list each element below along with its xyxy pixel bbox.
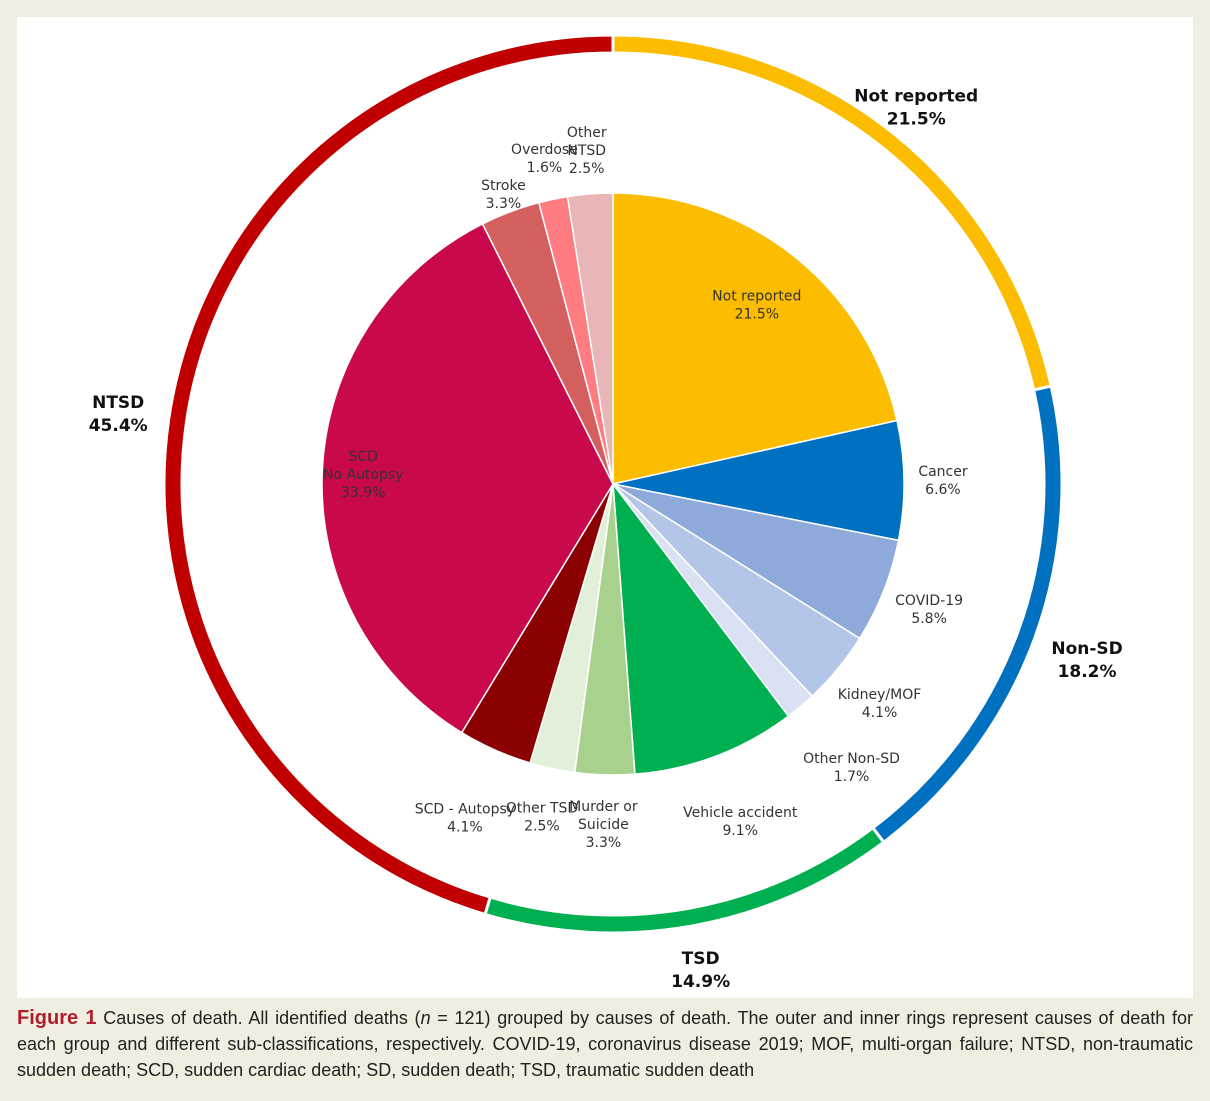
- inner-label-cancer: Cancer 6.6%: [918, 464, 968, 498]
- outer-label-ntsd: NTSD 45.4%: [89, 393, 148, 436]
- inner-label-not-reported: Not reported 21.5%: [712, 289, 801, 323]
- inner-labels: Not reported 21.5% Cancer 6.6% COVID-19 5.8% K…: [323, 125, 968, 851]
- inner-label-kidney-mof: Kidney/MOF 4.1%: [838, 687, 922, 721]
- figure-caption: Figure 1 Causes of death. All identified…: [17, 1005, 1193, 1083]
- inner-label-other-non-sd: Other Non-SD 1.7%: [803, 751, 900, 785]
- caption-label: Figure 1: [17, 1007, 97, 1029]
- outer-label-non-sd: Non-SD 18.2%: [1051, 639, 1122, 682]
- inner-label-scd-autopsy: SCD - Autopsy 4.1%: [415, 802, 515, 836]
- outer-segment-tsd: [483, 825, 886, 935]
- outer-label-tsd: TSD 14.9%: [671, 949, 730, 992]
- nested-donut-chart: Not reported 21.5% Cancer 6.6% COVID-19 5.8% K…: [89, 33, 1123, 992]
- inner-slice-vehicle-accident: [612, 481, 790, 775]
- inner-slice-not-reported: [612, 192, 898, 485]
- inner-label-covid-19: COVID-19 5.8%: [895, 593, 963, 627]
- outer-labels: Not reported 21.5% Non-SD 18.2% TSD 14.9% NTSD…: [89, 86, 1123, 992]
- outer-label-not-reported: Not reported 21.5%: [854, 86, 978, 129]
- inner-label-overdose: Overdose 1.6%: [511, 142, 578, 176]
- caption-text-start: Causes of death. All identified deaths (: [96, 1008, 421, 1028]
- chart-panel: Not reported 21.5% Cancer 6.6% COVID-19 5.8% K…: [17, 17, 1193, 998]
- inner-pie: [321, 192, 905, 776]
- outer-ring: [162, 33, 1064, 935]
- outer-segment-ntsd: [162, 33, 615, 917]
- inner-label-other-ntsd: Other NTSD 2.5%: [567, 125, 607, 177]
- caption-n-symbol: n: [420, 1008, 431, 1028]
- inner-label-scd-no-autopsy: SCD No Autopsy 33.9%: [323, 449, 403, 501]
- inner-slice-other-ntsd: [566, 192, 614, 485]
- inner-label-vehicle-accident: Vehicle accident 9.1%: [683, 805, 798, 839]
- inner-slice-scd-no-autopsy: [321, 222, 614, 734]
- inner-label-murder-or-suicide: Murder or Suicide 3.3%: [569, 799, 638, 851]
- inner-label-other-tsd: Other TSD 2.5%: [506, 800, 578, 834]
- caption-text-end: = 121) grouped by causes of death. The o…: [17, 1008, 1194, 1080]
- inner-label-stroke: Stroke 3.3%: [481, 178, 526, 212]
- inner-slice-cancer: [612, 419, 905, 542]
